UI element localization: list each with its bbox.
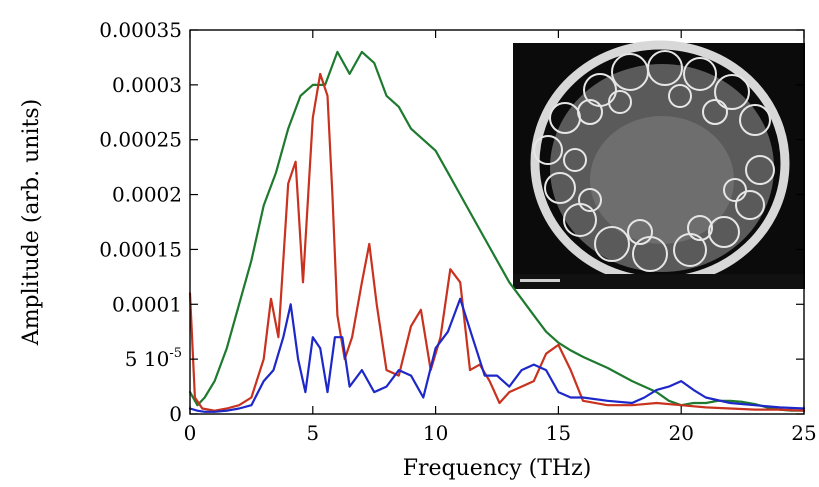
inset-foam-cell xyxy=(544,172,576,204)
y-tick-label: 0 xyxy=(169,402,182,426)
y-tick-label: 0.00025 xyxy=(99,128,182,152)
y-tick-label: 0.0003 xyxy=(112,73,182,97)
inset-foam-cell xyxy=(735,190,765,220)
x-ticks: 0 5 10 15 20 25 xyxy=(184,30,817,445)
x-tick-label: 20 xyxy=(668,421,693,445)
inset-foam-cell xyxy=(723,178,747,202)
inset-foam-cell xyxy=(608,90,632,114)
inset-foam-cell xyxy=(702,99,728,125)
inset-foam-cell xyxy=(687,215,713,241)
series-line-2 xyxy=(188,72,806,412)
y-tick-label: 5 10-5 xyxy=(125,346,182,371)
x-tick-label: 25 xyxy=(791,421,816,445)
x-tick-label: 0 xyxy=(184,421,197,445)
x-tick-label: 10 xyxy=(423,421,448,445)
inset-foam-cell xyxy=(577,99,603,125)
y-tick-label: 0.0001 xyxy=(112,292,182,316)
y-tick-label: 0.00035 xyxy=(99,18,182,42)
y-tick-label: 0.0002 xyxy=(112,183,182,207)
y-tick-exponent: -5 xyxy=(169,346,182,361)
inset-scale-bar xyxy=(520,279,560,282)
series-line-3 xyxy=(188,297,806,413)
inset-foam-cell xyxy=(647,50,683,86)
inset-foam-cell xyxy=(578,188,602,212)
inset-foam-cell xyxy=(533,135,563,165)
x-tick-label: 15 xyxy=(546,421,571,445)
y-ticks: 0 5 10-5 0.0001 0.00015 0.0002 0.00025 0.0003 0… xyxy=(99,18,804,426)
inset-foam-cell xyxy=(668,84,692,108)
y-axis-label: Amplitude (arb. units) xyxy=(19,99,44,346)
inset-foam-cell xyxy=(714,74,750,110)
inset-micrograph xyxy=(513,40,805,289)
inset-foam-cell xyxy=(708,216,740,248)
inset-center xyxy=(590,116,734,244)
inset-foam-cell xyxy=(627,219,653,245)
inset-foam-cell xyxy=(594,226,630,262)
y-tick-label: 0.00015 xyxy=(99,237,182,261)
inset-foam-cell xyxy=(739,104,771,136)
inset-foam-cell xyxy=(745,155,775,185)
series-layer xyxy=(188,50,806,413)
plot-frame xyxy=(189,29,805,415)
x-axis-label: Frequency (THz) xyxy=(403,456,592,481)
inset-foam-cell xyxy=(563,148,587,172)
inset-foam-cell xyxy=(683,57,717,91)
series-line-1 xyxy=(188,50,806,412)
x-tick-label: 5 xyxy=(306,421,319,445)
inset-info-bar xyxy=(513,274,805,289)
